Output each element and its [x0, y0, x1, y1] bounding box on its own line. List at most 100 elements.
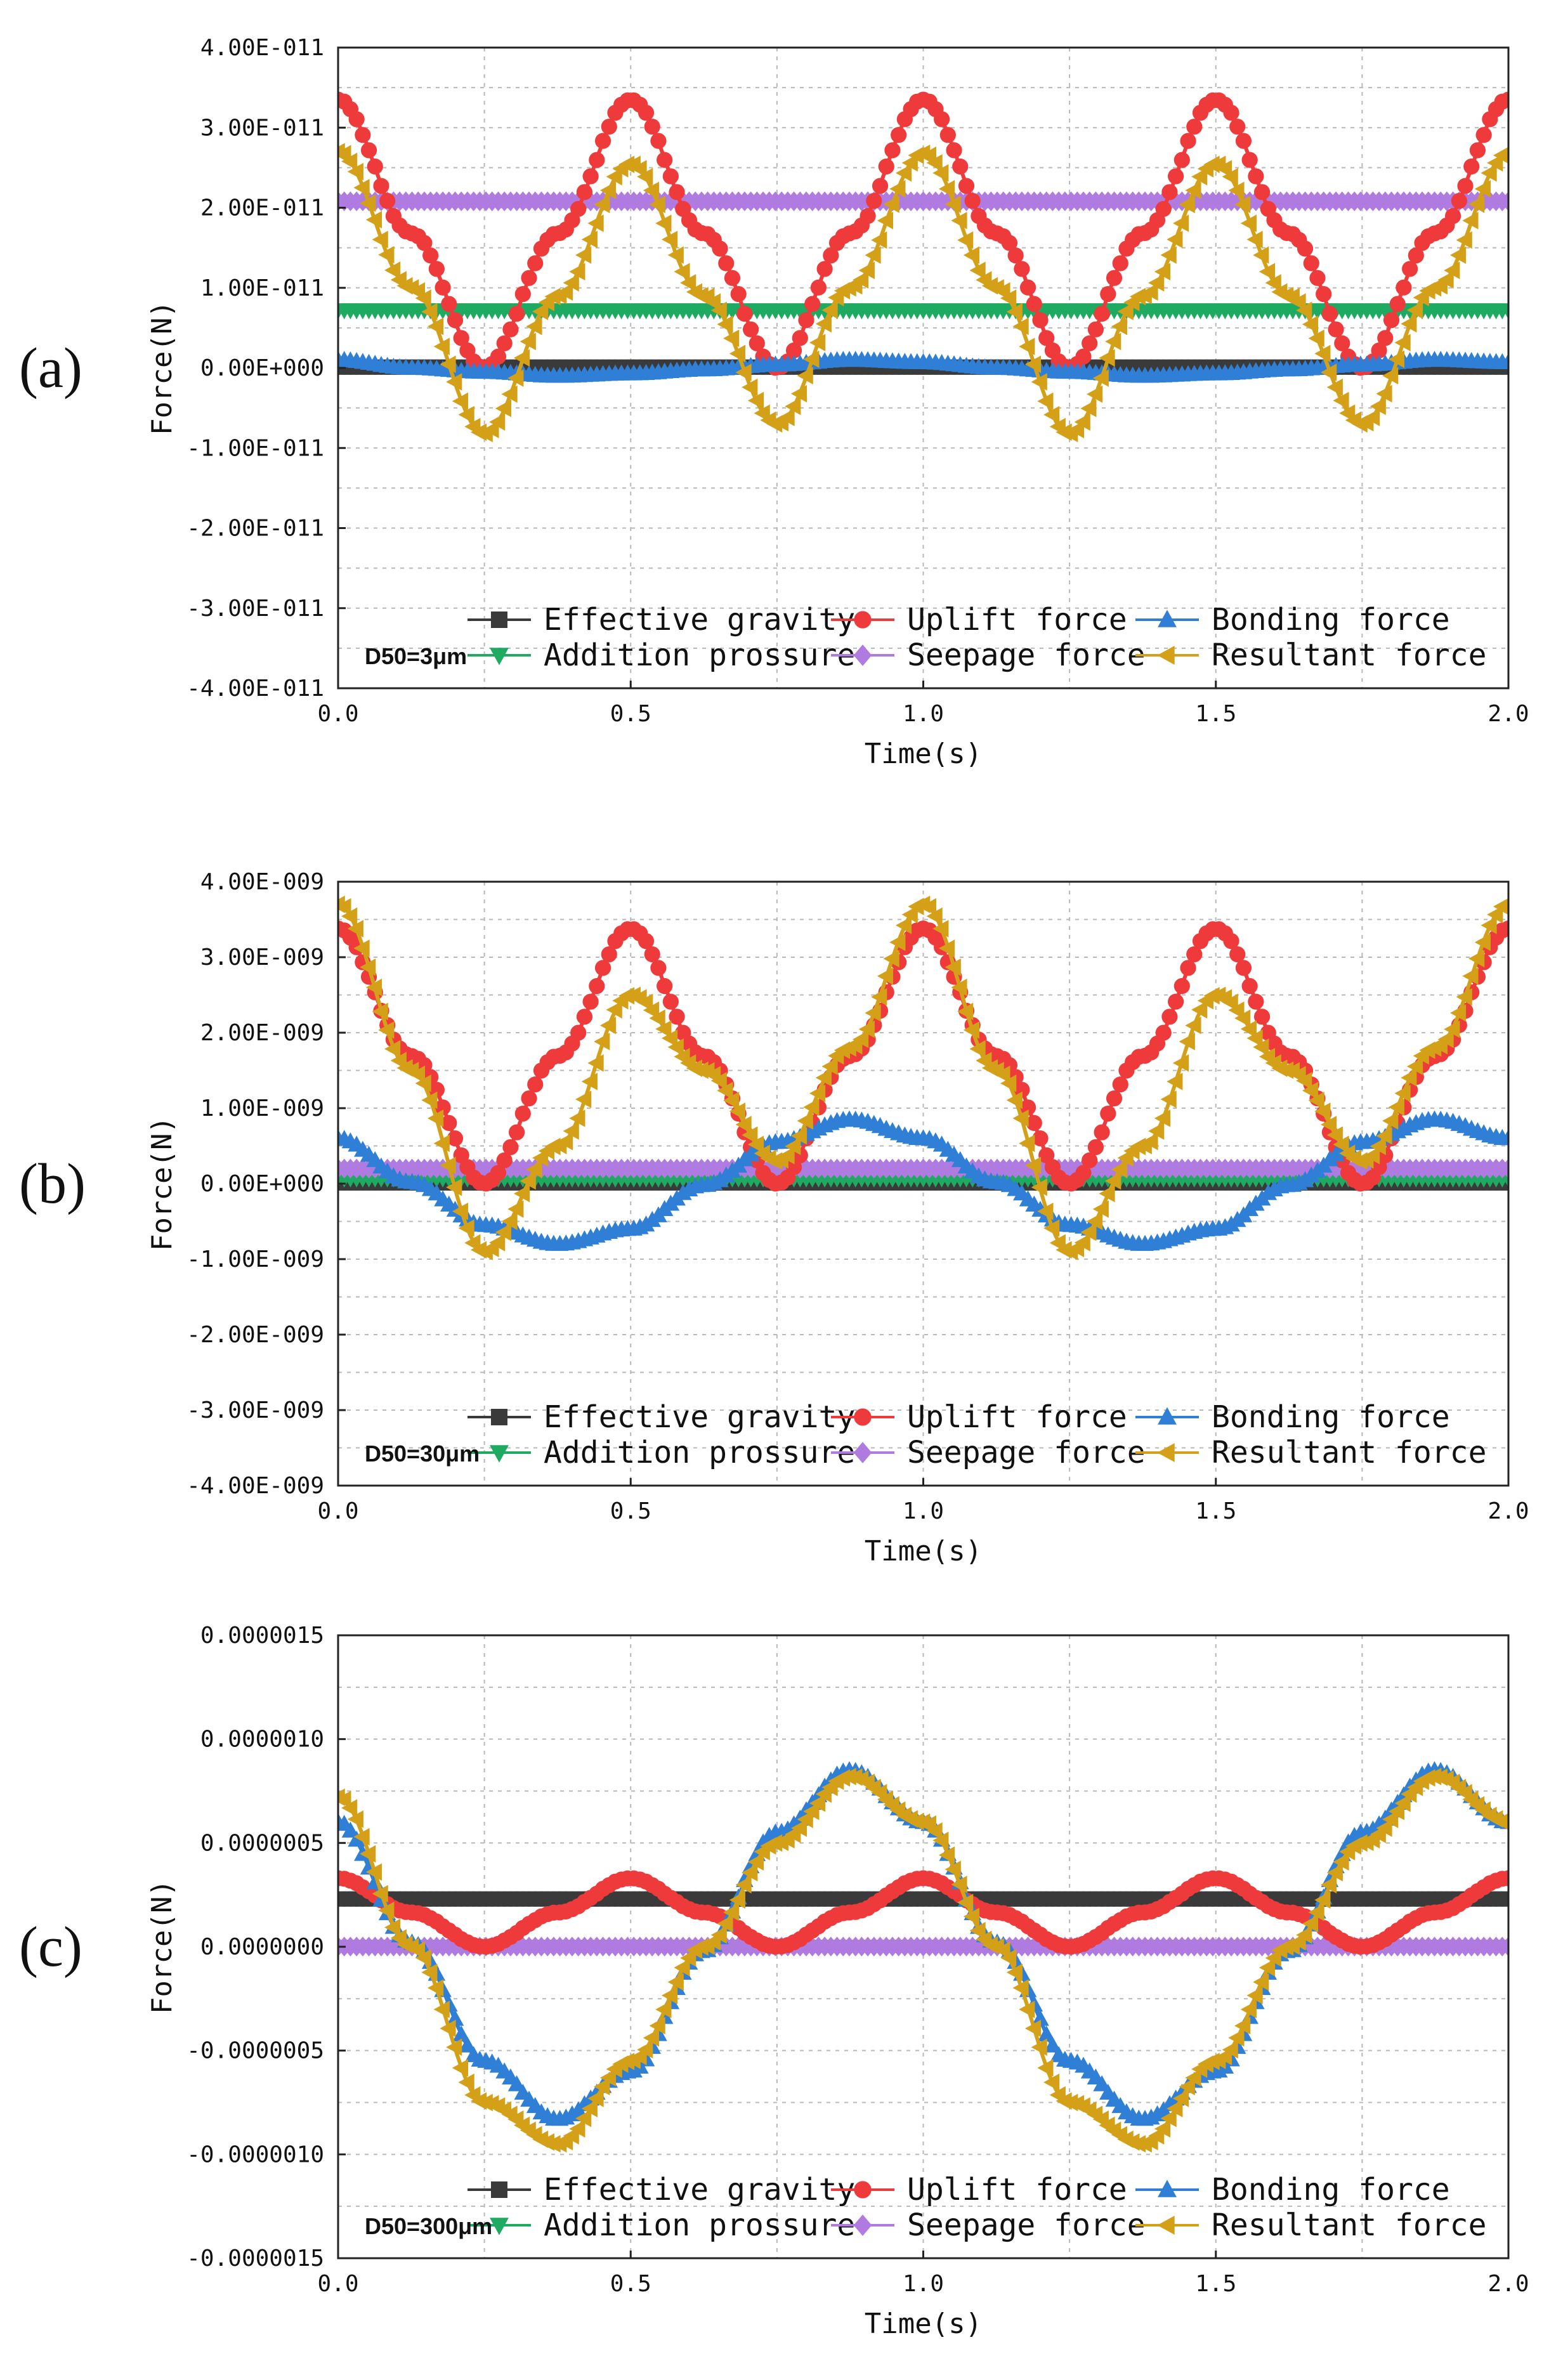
- y-tick-label: -1.00E-009: [186, 1246, 324, 1272]
- data-point: [1253, 1973, 1269, 1991]
- legend-item: Addition prossure: [467, 638, 855, 673]
- data-point: [957, 1893, 974, 1912]
- data-point: [1000, 1949, 1017, 1967]
- data-point: [1154, 1109, 1171, 1127]
- data-point: [662, 168, 679, 185]
- data-point: [1080, 1223, 1097, 1241]
- data-point: [569, 263, 585, 281]
- data-point: [495, 400, 511, 417]
- data-point: [877, 967, 894, 985]
- data-point: [889, 933, 906, 951]
- series-square: [338, 1891, 1508, 1907]
- data-point: [1228, 181, 1245, 199]
- x-tick-label: 2.0: [1487, 2271, 1529, 2297]
- data-point: [1248, 993, 1264, 1010]
- data-point: [1462, 967, 1479, 985]
- data-point: [575, 1090, 592, 1108]
- data-point: [712, 240, 728, 257]
- data-point: [341, 152, 358, 171]
- legend-item: Effective gravity: [467, 2172, 855, 2207]
- legend-label: Resultant force: [1212, 1435, 1486, 1470]
- legend: Effective gravity Uplift force Bonding for…: [467, 2172, 1486, 2243]
- data-point: [730, 285, 747, 303]
- x-tick-label: 1.0: [903, 1498, 944, 1524]
- data-point: [1043, 1219, 1060, 1237]
- data-point: [852, 1030, 869, 1049]
- data-point: [1240, 2001, 1257, 2018]
- data-point: [667, 246, 684, 264]
- d50-annotation: D50=3μm: [365, 643, 467, 669]
- data-point: [520, 332, 536, 351]
- data-point: [1037, 392, 1054, 410]
- data-point: [422, 247, 439, 264]
- data-point: [895, 164, 912, 182]
- legend-label: Addition prossure: [544, 2207, 855, 2243]
- data-point: [589, 978, 605, 995]
- data-point: [1038, 1147, 1055, 1163]
- y-tick-label: 3.00E-009: [200, 945, 324, 971]
- data-point: [1253, 1038, 1269, 1056]
- data-point: [1449, 246, 1467, 265]
- y-tick-label: -0.0000005: [186, 2038, 324, 2064]
- data-point: [421, 1091, 438, 1109]
- data-point: [415, 1075, 431, 1092]
- legend-item: Addition prossure: [467, 2207, 855, 2243]
- data-point: [1094, 1124, 1110, 1141]
- data-point: [570, 200, 587, 217]
- data-point: [601, 946, 617, 963]
- data-point: [872, 178, 889, 194]
- data-point: [594, 133, 611, 149]
- data-point: [347, 162, 363, 181]
- x-tick-label: 1.5: [1195, 2271, 1236, 2297]
- data-point: [526, 317, 542, 336]
- legend-item: Addition prossure: [467, 1435, 855, 1470]
- data-point: [718, 255, 735, 271]
- data-point: [1037, 2059, 1054, 2077]
- legend-item: Resultant force: [1135, 638, 1486, 673]
- y-tick-label: -0.0000015: [186, 2246, 324, 2272]
- data-point: [433, 337, 450, 356]
- data-point: [1326, 1126, 1343, 1144]
- data-point: [785, 1159, 802, 1175]
- data-point: [1019, 337, 1035, 356]
- data-point: [1451, 193, 1467, 209]
- data-point: [581, 2100, 598, 2117]
- data-point: [1234, 2017, 1251, 2035]
- data-point: [427, 317, 444, 336]
- data-point: [1351, 1152, 1368, 1170]
- data-point: [1019, 2001, 1035, 2018]
- data-point: [483, 421, 499, 438]
- data-point: [637, 932, 655, 950]
- data-point: [373, 178, 389, 194]
- data-point: [599, 1016, 617, 1035]
- data-point: [348, 1831, 365, 1847]
- legend-marker: [853, 1442, 872, 1463]
- data-point: [669, 184, 685, 200]
- data-point: [409, 1065, 426, 1083]
- data-point: [1468, 950, 1485, 968]
- data-point: [1500, 920, 1508, 937]
- data-point: [427, 1109, 444, 1127]
- data-point: [644, 119, 660, 135]
- data-point: [938, 180, 955, 198]
- data-point: [440, 2019, 456, 2037]
- data-point: [865, 1004, 881, 1022]
- data-point: [1302, 315, 1319, 334]
- data-point: [1180, 960, 1196, 976]
- data-point: [563, 274, 579, 292]
- data-point: [743, 321, 759, 337]
- data-point: [365, 978, 382, 997]
- data-point: [938, 939, 955, 957]
- data-point: [521, 1090, 537, 1107]
- data-point: [790, 1127, 807, 1145]
- data-point: [501, 1212, 518, 1231]
- data-point: [1185, 1016, 1201, 1035]
- y-tick-label: 0.00E+000: [200, 1171, 324, 1197]
- data-point: [1259, 1959, 1276, 1977]
- data-point: [1100, 1105, 1116, 1122]
- data-point: [582, 993, 599, 1010]
- data-point: [852, 271, 869, 289]
- data-point: [1320, 1876, 1337, 1894]
- y-tick-label: 0.00E+000: [200, 355, 324, 381]
- data-point: [514, 285, 531, 303]
